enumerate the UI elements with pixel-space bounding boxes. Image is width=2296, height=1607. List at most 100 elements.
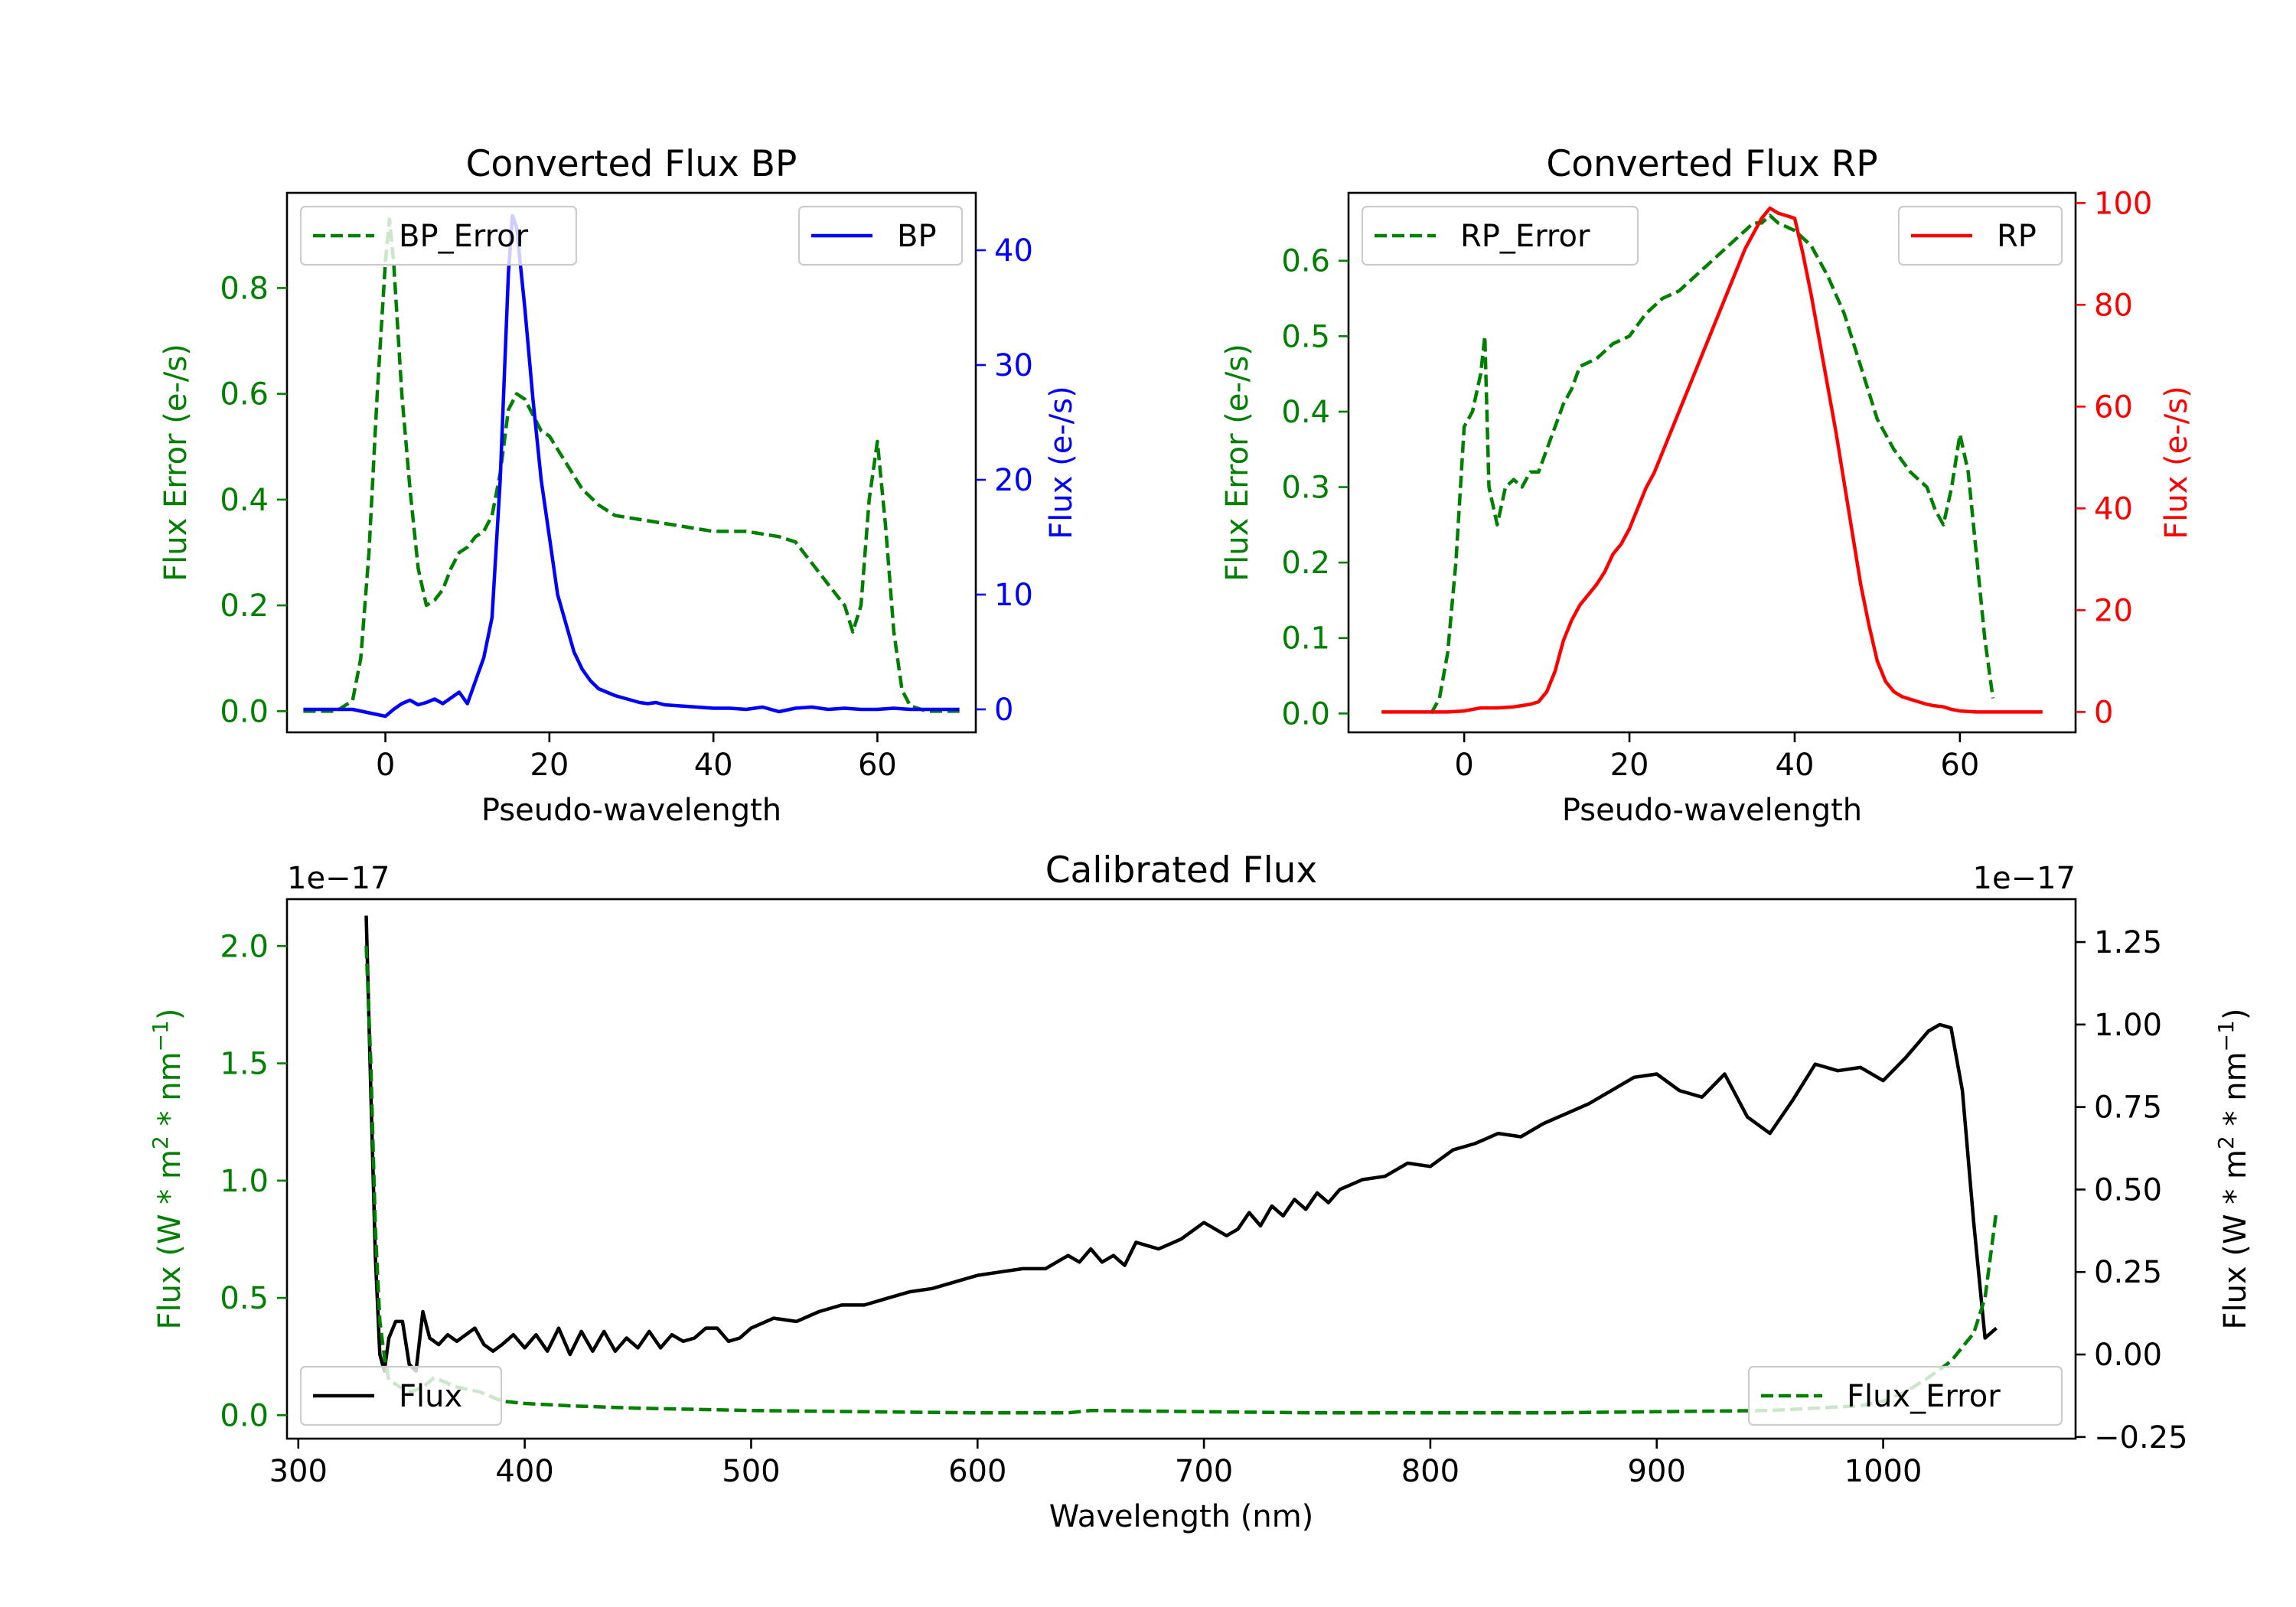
y-right-tick-label: 1.00 <box>2094 1008 2162 1043</box>
legend-label: BP_Error <box>399 219 529 254</box>
ylabel-part: * nm <box>152 1051 188 1136</box>
y-left-tick-label: 0.0 <box>220 1398 269 1433</box>
series-line-bp <box>303 214 960 719</box>
x-tick-label: 400 <box>495 1454 553 1489</box>
y-right-tick-label: 40 <box>2094 491 2133 526</box>
x-tick-label: 0 <box>1454 748 1473 783</box>
y-right-tick-label: 80 <box>2094 288 2133 323</box>
x-tick-label: 40 <box>694 748 733 783</box>
legend-rp-error: RP_Error <box>1361 205 1639 266</box>
legend-label: RP_Error <box>1460 219 1590 254</box>
x-tick-label: 700 <box>1175 1454 1233 1489</box>
x-tick-label: 40 <box>1776 748 1815 783</box>
y-right-tick-label: 40 <box>994 233 1033 269</box>
y-left-tick-label: 0.5 <box>220 1281 269 1316</box>
y-right-tick-label: 0 <box>2094 695 2113 730</box>
y-right-tick-label: 1.25 <box>2094 925 2162 960</box>
y-right-tick-label: 0.50 <box>2094 1172 2162 1208</box>
ylabel-part: * nm <box>2218 1051 2253 1136</box>
y-right-axis-label: Flux (W * m2 * nm−1) <box>2213 1009 2254 1330</box>
x-tick-label: 60 <box>1940 748 1979 783</box>
x-axis-label: Wavelength (nm) <box>1049 1499 1314 1534</box>
y-right-tick-label: 0.00 <box>2094 1338 2162 1373</box>
plot-frame <box>1347 191 2077 734</box>
series-line-rp-error <box>1430 214 1995 715</box>
x-tick-label: 500 <box>722 1454 780 1489</box>
x-tick-label: 20 <box>530 748 569 783</box>
y-left-tick-label: 0.1 <box>1281 621 1330 657</box>
y-left-tick-label: 0.8 <box>220 271 269 306</box>
legend-box <box>299 205 578 266</box>
series-line-rp <box>1381 206 2043 714</box>
ylabel-part: ) <box>152 1009 188 1021</box>
legend-rp: RP <box>1897 205 2063 266</box>
series-line-flux <box>364 915 1998 1373</box>
y-left-tick-label: 0.2 <box>1281 546 1330 581</box>
y-right-tick-label: 0.25 <box>2094 1255 2162 1290</box>
y-left-tick-label: 0.0 <box>220 694 269 729</box>
y-right-tick-label: 30 <box>994 348 1033 383</box>
ylabel-superscript: 2 <box>148 1136 173 1149</box>
plot-frame <box>285 191 977 734</box>
ylabel-part: Flux (W * m <box>152 1149 188 1329</box>
x-tick-label: 60 <box>858 748 897 783</box>
chart-bp: 0 20 40 60 0.0 0.2 0.4 0.6 0.8 0 10 20 30 40 Converted… <box>158 143 1079 828</box>
y-right-tick-label: 10 <box>994 578 1033 613</box>
x-axis-label: Pseudo-wavelength <box>1562 793 1862 828</box>
plot-frame <box>285 898 2077 1440</box>
ylabel-superscript: 2 <box>2213 1136 2239 1149</box>
chart-title: Converted Flux BP <box>466 143 797 185</box>
legend-box <box>1747 1365 2063 1426</box>
y-left-tick-label: 0.5 <box>1281 319 1330 354</box>
y-left-axis-label: Flux (W * m2 * nm−1) <box>148 1009 188 1330</box>
chart-title: Converted Flux RP <box>1546 143 1877 185</box>
x-tick-label: 300 <box>269 1454 328 1489</box>
x-tick-label: 900 <box>1628 1454 1686 1489</box>
legend-bp-error: BP_Error <box>299 205 578 266</box>
x-tick-label: 800 <box>1401 1454 1459 1489</box>
y-right-tick-label: 100 <box>2094 186 2152 221</box>
x-tick-label: 1000 <box>1844 1454 1923 1489</box>
series-line-bp-error <box>303 217 960 713</box>
y-right-axis-label: Flux (e-/s) <box>2159 386 2194 539</box>
chart-cal: 300 400 500 600 700 800 900 1000 0.0 0.5 1.0 1.5 2.0… <box>148 849 2254 1534</box>
legend-box <box>299 1365 503 1426</box>
legend-label: Flux <box>399 1379 462 1414</box>
legend-label: RP <box>1997 219 2037 254</box>
y-right-tick-label: 0.75 <box>2094 1090 2162 1126</box>
y-left-tick-label: 1.5 <box>220 1047 269 1082</box>
x-tick-label: 600 <box>948 1454 1006 1489</box>
x-axis-label: Pseudo-wavelength <box>481 793 781 828</box>
y-left-tick-label: 0.2 <box>220 588 269 624</box>
ylabel-part: ) <box>2218 1009 2253 1021</box>
x-tick-label: 20 <box>1610 748 1649 783</box>
legend-box <box>1361 205 1639 266</box>
chart-title: Calibrated Flux <box>1045 849 1318 892</box>
y-left-tick-label: 0.0 <box>1281 696 1330 732</box>
y-right-tick-label: 20 <box>2094 593 2133 628</box>
y-left-tick-label: 0.4 <box>220 483 269 518</box>
legend-box <box>1897 205 2063 266</box>
legend-flux: Flux <box>299 1365 503 1426</box>
y-right-tick-label: 20 <box>994 463 1033 498</box>
legend-flux-error: Flux_Error <box>1747 1365 2063 1426</box>
y-right-tick-label: −0.25 <box>2094 1420 2188 1455</box>
legend-bp: BP <box>797 205 964 266</box>
y-left-tick-label: 0.6 <box>1281 244 1330 279</box>
y-left-tick-label: 0.4 <box>1281 395 1330 430</box>
y-right-axis-label: Flux (e-/s) <box>1044 386 1079 539</box>
y-left-tick-label: 0.3 <box>1281 471 1330 506</box>
legend-box <box>797 205 964 266</box>
y-left-axis-label: Flux Error (e-/s) <box>158 344 194 582</box>
y-left-tick-label: 0.6 <box>220 377 269 412</box>
y-left-axis-label: Flux Error (e-/s) <box>1220 344 1255 582</box>
legend-label: BP <box>897 219 937 254</box>
ylabel-superscript: −1 <box>2213 1020 2239 1051</box>
y-left-offset-label: 1e−17 <box>287 861 390 896</box>
y-right-offset-label: 1e−17 <box>1973 861 2076 896</box>
y-right-tick-label: 0 <box>994 693 1013 728</box>
y-left-tick-label: 1.0 <box>220 1164 269 1199</box>
ylabel-part: Flux (W * m <box>2218 1149 2253 1329</box>
ylabel-superscript: −1 <box>148 1020 173 1051</box>
